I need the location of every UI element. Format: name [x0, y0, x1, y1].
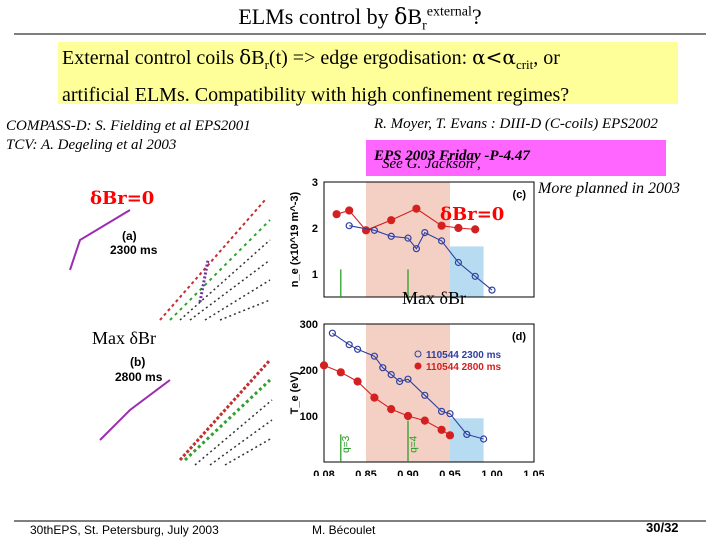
point-1-0-5 — [387, 371, 395, 379]
footer-conference: 30thEPS, St. Petersburg, July 2003 — [30, 523, 219, 537]
point-1-1-0 — [319, 361, 329, 370]
poincare-boundary-b — [99, 379, 171, 441]
legend-label-0: 110544 2300 ms — [426, 350, 502, 361]
point-1-1-5 — [403, 411, 413, 421]
shade-blue-0 — [450, 246, 484, 297]
point-1-0-1 — [345, 341, 353, 349]
poincare-plots: (a) 2300 ms (b) 2800 ms — [69, 199, 273, 466]
xtick-0: 0.08 — [313, 469, 334, 476]
point-0-0-6 — [454, 223, 463, 233]
slide-title: ELMs control by δBrexternal? — [238, 4, 482, 34]
footer-author: M. Bécoulet — [312, 523, 376, 537]
label-dbr0-left: δBr=0 — [90, 188, 155, 209]
ylabel-1: T_e (eV) — [289, 371, 301, 414]
banner-line-2: artificial ELMs. Compatibility with high… — [62, 84, 570, 106]
point-1-1-6 — [420, 416, 429, 425]
ref-moyer: R. Moyer, T. Evans : DIII-D (C-coils) EP… — [374, 116, 658, 132]
ytick-0-2: 3 — [312, 177, 318, 189]
point-0-1-1 — [370, 226, 379, 234]
q-annotation-0: q=3 — [341, 435, 352, 452]
legend-marker-0 — [414, 350, 422, 358]
point-0-1-8 — [471, 272, 479, 280]
point-1-1-2 — [353, 377, 362, 386]
point-0-0-1 — [345, 206, 354, 215]
poincare-boundary-a — [69, 209, 131, 271]
xtick-5: 1.05 — [523, 469, 544, 476]
q-annotation-1: q=4 — [408, 435, 419, 452]
point-1-0-0 — [328, 329, 337, 337]
point-1-0-10 — [446, 410, 454, 418]
point-1-0-12 — [480, 435, 488, 443]
title-rule — [14, 33, 706, 35]
ylabel-0: n_e (x10^19 m^-3) — [289, 191, 301, 287]
poincare-traces-b — [178, 358, 273, 466]
ref-tcv: TCV: A. Degeling et al 2003 — [6, 137, 177, 153]
legend-marker-1 — [414, 362, 422, 370]
ytick-1-2: 300 — [300, 319, 318, 331]
point-1-0-6 — [395, 377, 404, 386]
legend-label-1: 110544 2800 ms — [426, 362, 502, 373]
point-1-0-8 — [421, 391, 429, 399]
xtick-2: 0.90 — [397, 469, 418, 476]
panel-title-0: (c) — [513, 189, 527, 201]
footer-rule — [14, 520, 706, 522]
point-0-0-5 — [437, 221, 446, 230]
point-0-0-0 — [332, 210, 341, 219]
point-1-0-4 — [379, 364, 387, 372]
point-1-1-3 — [370, 393, 379, 402]
xtick-3: 0.95 — [439, 469, 460, 476]
series-line-0-1 — [349, 225, 493, 291]
point-0-1-2 — [387, 232, 395, 240]
point-1-0-7 — [404, 375, 412, 383]
point-1-0-11 — [463, 430, 471, 438]
jackson-ref-box: See G. Jackson , EPS 2003 Friday -P-4.47 — [366, 140, 666, 176]
point-0-1-7 — [454, 258, 462, 267]
point-0-0-4 — [412, 204, 421, 213]
point-1-1-4 — [387, 405, 396, 414]
point-0-0-7 — [471, 225, 480, 234]
shade-blue-1 — [450, 418, 484, 462]
label-maxdbr-left: Max δBr — [92, 328, 156, 348]
point-1-1-8 — [445, 431, 455, 440]
point-0-1-3 — [404, 234, 412, 242]
panel-a-time: 2300 ms — [110, 243, 158, 257]
series-line-1-0 — [332, 332, 484, 440]
point-0-1-9 — [488, 286, 496, 294]
axes-frame-0 — [323, 181, 535, 298]
panel-b-label: (b) — [130, 355, 145, 369]
panel-a-label: (a) — [122, 229, 137, 243]
ref-more-planned: More planned in 2003 — [538, 180, 681, 197]
highlight-banner: External control coils δBr(t) => edge er… — [58, 42, 678, 106]
ref-compass: COMPASS-D: S. Fielding et al EPS2001 — [6, 118, 251, 134]
axes-frame-1 — [323, 323, 535, 463]
point-1-0-2 — [353, 345, 362, 353]
banner-line-1: External control coils δBr(t) => edge er… — [62, 45, 560, 72]
ytick-0-1: 2 — [312, 223, 318, 235]
point-0-1-5 — [421, 228, 429, 237]
point-0-1-6 — [438, 237, 446, 245]
point-1-0-3 — [370, 352, 379, 360]
label-dbr0-right: δBr=0 — [440, 204, 505, 225]
ytick-1-1: 200 — [300, 365, 318, 377]
point-0-1-4 — [412, 245, 420, 253]
profile-charts: 1 2 3 (c) n_e (x10^19 m^-3) 100 200 300 0.08 0.85… — [289, 177, 544, 476]
ref-jackson-b: EPS 2003 Friday -P-4.47 — [374, 148, 530, 164]
point-1-0-9 — [438, 407, 446, 415]
panel-b-time: 2800 ms — [115, 370, 163, 384]
xtick-4: 1.00 — [481, 469, 502, 476]
point-1-1-7 — [437, 425, 446, 434]
poincare-traces-a — [159, 199, 271, 321]
label-maxdbr-right: Max δBr — [402, 288, 466, 308]
point-1-1-1 — [336, 368, 345, 377]
point-0-1-0 — [345, 222, 353, 230]
point-0-0-3 — [387, 216, 396, 225]
ytick-1-0: 100 — [300, 411, 318, 423]
panel-title-1: (d) — [512, 331, 526, 343]
footer-page: 30/32 — [646, 520, 679, 535]
xtick-1: 0.85 — [355, 469, 376, 476]
ytick-0-0: 1 — [312, 269, 318, 281]
ref-jackson-a: See G. Jackson , — [382, 156, 481, 172]
